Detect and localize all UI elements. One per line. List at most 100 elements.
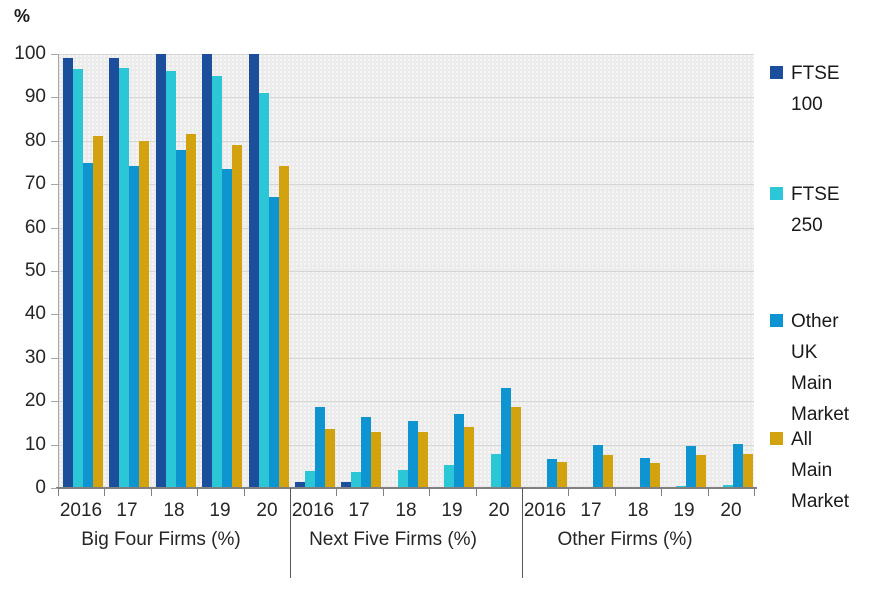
x-axis-year-label: 20 xyxy=(488,500,510,521)
bar-other-uk-main-market xyxy=(361,417,371,488)
bar-ftse-100 xyxy=(249,54,259,488)
legend-item-other-uk-main-market: Other UK Main Market xyxy=(770,306,849,430)
bar-ftse-250 xyxy=(212,76,222,488)
y-axis-tick-label: 70 xyxy=(24,173,46,195)
y-axis-tick xyxy=(51,271,58,272)
x-axis-tick xyxy=(151,489,152,496)
bar-other-uk-main-market xyxy=(733,444,743,488)
x-axis-year-label: 18 xyxy=(395,500,417,521)
bar-ftse-100 xyxy=(156,54,166,488)
bar-other-uk-main-market xyxy=(129,166,139,488)
legend-swatch-icon xyxy=(770,432,783,445)
y-axis-tick-label: 50 xyxy=(24,260,46,281)
bar-ftse-250 xyxy=(119,68,129,488)
y-axis-tick-label: 30 xyxy=(24,346,46,368)
y-axis-tick xyxy=(51,227,58,229)
x-axis-year-label: 19 xyxy=(673,500,695,521)
gridline xyxy=(59,54,754,55)
bar-all-main-market xyxy=(557,462,567,488)
x-axis-tick xyxy=(476,489,477,496)
bar-ftse-100 xyxy=(341,482,351,488)
y-axis-tick-label: 10 xyxy=(24,433,46,455)
bar-other-uk-main-market xyxy=(454,414,464,488)
bar-all-main-market xyxy=(139,141,149,488)
y-axis-tick xyxy=(51,97,58,99)
y-axis-tick xyxy=(51,488,58,489)
bar-ftse-250 xyxy=(723,485,733,488)
bar-ftse-100 xyxy=(63,58,73,488)
x-axis-year-label: 17 xyxy=(348,500,370,521)
legend-item-ftse-250: FTSE 250 xyxy=(770,179,840,241)
x-axis-tick xyxy=(615,489,616,496)
plot-area xyxy=(58,54,754,488)
y-axis-tick-label: 0 xyxy=(35,477,46,498)
group-separator-line xyxy=(522,488,523,578)
gridline xyxy=(59,401,754,403)
y-axis-tick-label: 40 xyxy=(24,303,46,325)
y-axis-tick xyxy=(51,357,58,359)
x-axis-year-label: 2016 xyxy=(59,500,103,521)
x-axis-line xyxy=(56,487,757,489)
bar-all-main-market xyxy=(186,134,196,488)
bar-other-uk-main-market xyxy=(315,407,325,488)
x-axis-group-label: Other Firms (%) xyxy=(557,529,693,550)
legend-label: FTSE 100 xyxy=(791,63,840,115)
x-axis-tick xyxy=(104,489,105,496)
gridline xyxy=(59,140,754,142)
legend-item-all-main-market: All Main Market xyxy=(770,424,849,517)
bar-all-main-market xyxy=(418,432,428,488)
x-axis-year-label: 2016 xyxy=(291,500,335,521)
bar-other-uk-main-market xyxy=(640,458,650,488)
bar-other-uk-main-market xyxy=(408,421,418,488)
x-axis-year-label: 17 xyxy=(580,500,602,521)
x-axis-year-label: 20 xyxy=(720,500,742,521)
bar-all-main-market xyxy=(743,454,753,488)
bar-other-uk-main-market xyxy=(593,445,603,488)
bar-all-main-market xyxy=(371,432,381,488)
x-axis-tick xyxy=(708,489,709,496)
bar-other-uk-main-market xyxy=(269,197,279,488)
y-axis-tick xyxy=(51,184,58,186)
x-axis-tick xyxy=(754,489,755,496)
group-separator-line xyxy=(290,488,291,578)
bar-ftse-100 xyxy=(202,54,212,488)
x-axis-tick xyxy=(568,489,569,496)
bar-ftse-250 xyxy=(73,69,83,488)
bar-other-uk-main-market xyxy=(547,459,557,488)
y-axis-tick xyxy=(51,54,58,55)
y-axis-tick xyxy=(51,140,58,142)
bar-all-main-market xyxy=(603,455,613,488)
legend-swatch-icon xyxy=(770,187,783,200)
x-axis-tick xyxy=(58,489,59,496)
legend-label: Other UK Main Market xyxy=(791,311,850,425)
x-axis-year-label: 20 xyxy=(256,500,278,521)
x-axis-year-label: 2016 xyxy=(523,500,567,521)
bar-all-main-market xyxy=(325,429,335,488)
y-axis-tick-label: 90 xyxy=(24,86,46,108)
y-axis-unit-label: % xyxy=(14,6,31,26)
x-axis-year-label: 18 xyxy=(627,500,649,521)
bar-all-main-market xyxy=(279,166,289,488)
legend-item-ftse-100: FTSE 100 xyxy=(770,58,840,120)
bar-ftse-250 xyxy=(305,471,315,488)
gridline xyxy=(59,444,754,446)
gridline xyxy=(59,271,754,272)
y-axis-tick xyxy=(51,444,58,446)
bar-other-uk-main-market xyxy=(222,169,232,488)
y-axis-tick-label: 60 xyxy=(24,216,46,238)
gridline xyxy=(59,97,754,99)
bar-other-uk-main-market xyxy=(83,163,93,488)
x-axis-tick xyxy=(429,489,430,496)
x-axis-year-label: 18 xyxy=(163,500,185,521)
bar-other-uk-main-market xyxy=(176,150,186,488)
x-axis-year-label: 19 xyxy=(209,500,231,521)
bar-all-main-market xyxy=(650,463,660,488)
x-axis-tick xyxy=(383,489,384,496)
legend-label: FTSE 250 xyxy=(791,184,840,236)
x-axis-group-label: Next Five Firms (%) xyxy=(309,529,477,550)
x-axis-group-label: Big Four Firms (%) xyxy=(81,529,241,550)
bar-ftse-250 xyxy=(398,470,408,488)
x-axis-tick xyxy=(244,489,245,496)
x-axis-tick xyxy=(661,489,662,496)
